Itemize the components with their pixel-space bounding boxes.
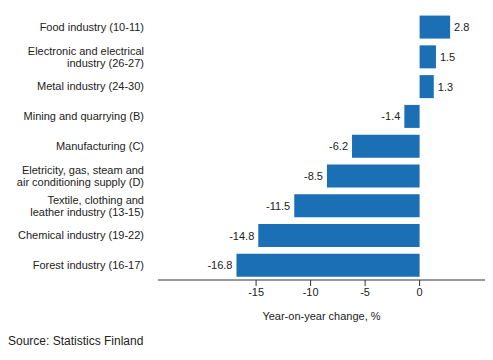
svg-text:-16.8: -16.8 — [207, 259, 232, 271]
svg-text:2.8: 2.8 — [454, 21, 469, 33]
svg-text:1.3: 1.3 — [438, 81, 453, 93]
svg-text:-1.4: -1.4 — [381, 110, 400, 122]
svg-text:-8.5: -8.5 — [304, 170, 323, 182]
svg-text:-5: -5 — [360, 286, 370, 298]
svg-text:-14.8: -14.8 — [229, 230, 254, 242]
svg-text:0: 0 — [417, 286, 423, 298]
svg-text:Textile, clothing andleather i: Textile, clothing andleather industry (1… — [30, 194, 144, 218]
svg-text:-11.5: -11.5 — [266, 200, 290, 212]
svg-text:Electronic and electricalindus: Electronic and electricalindustry (26-27… — [28, 45, 144, 69]
svg-text:Year-on-year change, %: Year-on-year change, % — [262, 310, 380, 322]
svg-text:Forest industry (16-17): Forest industry (16-17) — [33, 259, 144, 271]
html-text:Source: Statistics Finland: Source: Statistics Finland — [8, 334, 144, 348]
svg-text:Food industry (10-11): Food industry (10-11) — [40, 21, 144, 33]
svg-text:Chemical industry (19-22): Chemical industry (19-22) — [18, 229, 144, 241]
svg-text:-6.2: -6.2 — [329, 140, 348, 152]
svg-text:Manufacturing (C): Manufacturing (C) — [56, 140, 144, 152]
svg-text:Eletricity, gas, steam andair: Eletricity, gas, steam andair conditioni… — [17, 164, 144, 188]
svg-text:Mining and quarrying (B): Mining and quarrying (B) — [24, 110, 144, 122]
svg-text:Metal industry (24-30): Metal industry (24-30) — [37, 80, 144, 92]
svg-text:-10: -10 — [303, 286, 319, 298]
svg-text:1.5: 1.5 — [440, 51, 455, 63]
svg-text:-15: -15 — [248, 286, 264, 298]
